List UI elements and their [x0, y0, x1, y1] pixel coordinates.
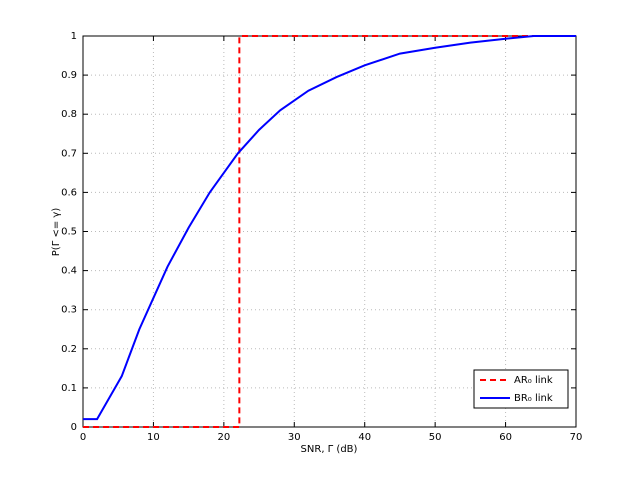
y-tick-label: 0 — [71, 422, 77, 433]
y-tick-label: 0.3 — [61, 305, 77, 316]
y-tick-label: 1 — [71, 31, 77, 42]
x-tick-label: 60 — [499, 432, 512, 443]
line-series — [83, 35, 576, 421]
x-tick-label: 50 — [429, 432, 442, 443]
x-tick-label: 40 — [358, 432, 371, 443]
x-tick-label: 0 — [80, 432, 86, 443]
x-tick-label: 70 — [570, 432, 583, 443]
x-tick-label: 30 — [288, 432, 301, 443]
y-tick-label: 0.6 — [61, 187, 77, 198]
x-axis-label: SNR, Γ (dB) — [301, 444, 358, 455]
y-tick-label: 0.2 — [61, 344, 77, 355]
y-tick-label: 0.4 — [61, 266, 77, 277]
y-tick-label: 0.1 — [61, 383, 77, 394]
y-tick-label: 0.5 — [61, 227, 77, 238]
y-axis-label: P(Γ <= γ) — [51, 208, 62, 257]
legend-label: BR₀ link — [514, 393, 553, 404]
y-tick-label: 0.8 — [61, 109, 77, 120]
legend-label: AR₀ link — [514, 375, 553, 386]
y-tick-label: 0.9 — [61, 70, 77, 81]
plot-frame — [82, 35, 577, 428]
y-tick-label: 0.7 — [61, 148, 77, 159]
x-tick-label: 20 — [217, 432, 230, 443]
x-tick-label: 10 — [147, 432, 160, 443]
legend-box — [473, 369, 569, 409]
line-series — [83, 35, 576, 428]
